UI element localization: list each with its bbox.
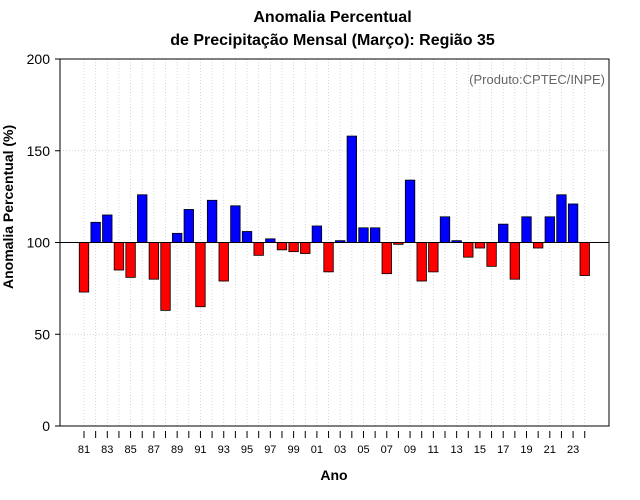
x-tick-label: 09 bbox=[404, 444, 416, 456]
bar bbox=[369, 227, 381, 243]
bar bbox=[90, 221, 101, 243]
bar bbox=[486, 242, 497, 267]
bars bbox=[78, 135, 590, 311]
bar bbox=[346, 135, 357, 243]
y-tick-label: 0 bbox=[42, 418, 50, 434]
x-tick-label: 03 bbox=[334, 444, 346, 456]
bar bbox=[113, 242, 125, 271]
y-tick-label: 200 bbox=[27, 51, 51, 67]
bar bbox=[311, 225, 323, 243]
x-tick-label: 83 bbox=[101, 444, 113, 456]
bar bbox=[404, 179, 416, 243]
x-tick-label: 85 bbox=[124, 444, 136, 456]
bar bbox=[78, 242, 90, 293]
bar bbox=[556, 194, 567, 243]
bar bbox=[230, 205, 241, 243]
x-tick-label: 05 bbox=[357, 444, 369, 456]
bar bbox=[241, 231, 253, 243]
x-tick-label: 81 bbox=[78, 444, 90, 456]
x-tick-label: 07 bbox=[381, 444, 393, 456]
bar bbox=[521, 216, 532, 243]
x-tick-label: 13 bbox=[451, 444, 463, 456]
bar bbox=[288, 242, 299, 253]
bar bbox=[323, 242, 334, 273]
bar bbox=[172, 232, 183, 243]
x-tick-label: 93 bbox=[218, 444, 230, 456]
x-tick-label: 99 bbox=[287, 444, 299, 456]
bar bbox=[183, 209, 194, 243]
chart-title-line1: Anomalia Percentual bbox=[253, 9, 412, 26]
bar bbox=[544, 216, 555, 243]
bar bbox=[416, 242, 427, 282]
bar bbox=[253, 242, 264, 256]
credit-text: (Produto:CPTEC/INPE) bbox=[469, 72, 605, 87]
bar bbox=[474, 242, 486, 249]
bar bbox=[148, 242, 160, 280]
bar bbox=[125, 242, 136, 278]
bar bbox=[137, 194, 148, 243]
x-tick-label: 17 bbox=[497, 444, 509, 456]
x-tick-label: 87 bbox=[148, 444, 160, 456]
y-tick-label: 150 bbox=[27, 143, 51, 159]
bar bbox=[218, 242, 229, 282]
x-tick-label: 11 bbox=[428, 444, 439, 456]
x-tick-label: 15 bbox=[474, 444, 486, 456]
bar bbox=[533, 242, 544, 249]
bar bbox=[463, 242, 474, 258]
x-tick-label: 95 bbox=[241, 444, 253, 456]
y-tick-label: 50 bbox=[34, 326, 50, 342]
bar bbox=[160, 242, 171, 311]
chart-title-line2: de Precipitação Mensal (Março): Região 3… bbox=[170, 32, 495, 49]
bar bbox=[509, 242, 521, 280]
bar bbox=[195, 242, 206, 308]
x-tick-label: 01 bbox=[311, 444, 323, 456]
x-tick-label: 23 bbox=[567, 444, 579, 456]
bar bbox=[428, 242, 439, 273]
bar bbox=[381, 242, 392, 275]
x-axis: 81 83 85 87 89 91 93 95 97 99 01 03 05 07 09 11 13 15 17 19… bbox=[78, 431, 586, 456]
bar bbox=[265, 238, 276, 243]
bar bbox=[498, 223, 509, 243]
x-axis-label: Ano bbox=[320, 467, 348, 483]
x-tick-label: 19 bbox=[520, 444, 532, 456]
bar bbox=[102, 214, 113, 243]
x-tick-label: 97 bbox=[264, 444, 276, 456]
bar bbox=[300, 242, 311, 254]
y-axis: 0 50 100 150 200 bbox=[27, 51, 60, 434]
x-tick-label: 91 bbox=[194, 444, 206, 456]
bar bbox=[579, 242, 590, 276]
bar bbox=[358, 227, 369, 243]
x-tick-label: 89 bbox=[171, 444, 183, 456]
bar bbox=[276, 242, 288, 251]
x-tick-label: 21 bbox=[544, 444, 556, 456]
bar bbox=[567, 203, 579, 243]
bar bbox=[439, 216, 451, 243]
bar bbox=[206, 199, 218, 243]
y-tick-label: 100 bbox=[27, 235, 51, 251]
